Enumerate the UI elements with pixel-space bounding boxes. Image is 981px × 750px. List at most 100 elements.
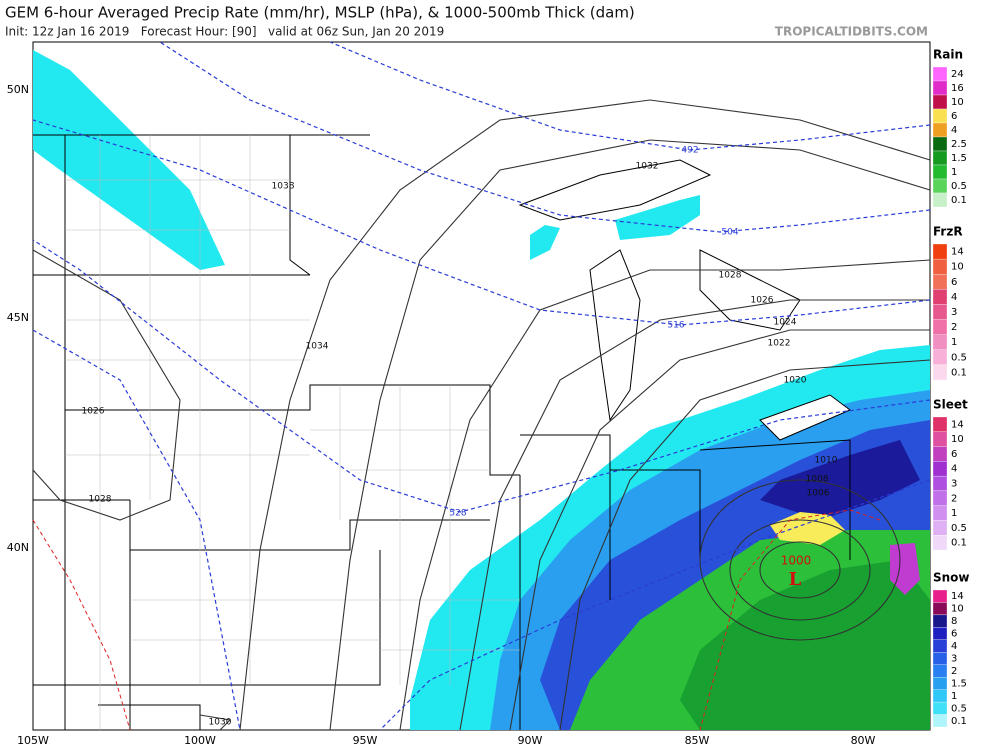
map-area [32,41,931,731]
isobar-label: 1022 [768,339,791,349]
legend-swatch [932,334,948,350]
thickness-label: 504 [721,228,738,238]
legend-swatch [932,490,948,506]
legend-swatch [932,446,948,462]
legend-swatch [932,614,948,628]
legend-label: 1 [951,337,957,348]
legend-swatch [932,627,948,640]
legend-swatch [932,274,948,290]
legend-swatch [932,289,948,305]
legend-label: 4 [951,292,957,303]
legend-swatch [932,714,948,728]
legend-label: 0.5 [951,181,967,192]
isobar-label: 1034 [306,342,329,352]
legend-swatch [932,689,948,703]
legend-title: Rain [933,48,963,62]
isobar-label: 1008 [806,475,829,485]
legend-swatch [932,416,948,432]
legend-swatch [932,108,948,124]
isobar-label: 1030 [209,718,232,728]
legend-swatch [932,652,948,665]
legend-label: 0.5 [951,352,967,363]
legend-swatch [932,589,948,603]
legend-swatch [932,258,948,275]
legend-label: 2 [951,493,957,504]
legend-label: 8 [951,616,957,627]
legend-swatch [932,364,948,381]
isobar-label: 1026 [751,296,774,306]
legend-swatch [932,520,948,536]
legend-label: 0.1 [951,716,967,727]
legend-label: 6 [951,629,957,640]
legend-swatch [932,304,948,320]
legend-title: FrzR [933,225,963,239]
legend-swatch [932,639,948,653]
isobar-label: 1026 [82,407,105,417]
legend-swatch [932,178,948,194]
legend-label: 6 [951,111,957,122]
legend-label: 1.5 [951,678,967,689]
legend-label: 0.1 [951,195,967,206]
legend-label: 14 [951,419,964,430]
legend-label: 0.5 [951,523,967,534]
legend-swatch [932,94,948,110]
legend-swatch [932,431,948,447]
lon-label: 105W [17,734,49,747]
legend-label: 1 [951,508,957,519]
legend-swatch [932,192,948,208]
legend-label: 1 [951,691,957,702]
legend-label: 14 [951,591,964,602]
legend-label: 10 [951,434,964,445]
legend-swatch [932,701,948,715]
legend-label: 2.5 [951,139,967,150]
isobar-label: 1028 [719,271,742,281]
legend-label: 1 [951,167,957,178]
legend-swatch [932,150,948,166]
legend-label: 10 [951,262,964,273]
legend-swatch [932,602,948,616]
lat-label: 45N [7,311,29,324]
legend-label: 16 [951,83,964,94]
legend-swatch [932,122,948,138]
legend-label: 14 [951,247,964,258]
legend-label: 10 [951,97,964,108]
lon-label: 100W [184,734,216,747]
legend-swatch [932,349,948,366]
lon-label: 85W [685,734,710,747]
legend-swatch [932,164,948,180]
low-pressure: 1000 [781,554,812,568]
legend-swatch [932,66,948,82]
isobar-label: 1032 [636,162,659,172]
legend-swatch [932,319,948,335]
thickness-label: 528 [449,509,466,519]
legend-swatch [932,136,948,152]
legend-swatch [932,677,948,690]
legend-label: 0.5 [951,703,967,714]
isobar-label: 1020 [784,376,807,386]
lat-label: 40N [7,541,29,554]
legend-label: 2 [951,322,957,333]
legend-swatch [932,505,948,521]
isobar-label: 1024 [774,318,797,328]
thickness-label: 516 [667,321,684,331]
legend-title: Sleet [933,398,968,412]
legend-label: 3 [951,654,957,665]
legend-label: 3 [951,307,957,318]
legend-swatch [932,461,948,477]
legend-swatch [932,243,948,260]
legend-label: 10 [951,604,964,615]
lon-label: 95W [353,734,378,747]
legend-label: 4 [951,125,957,136]
thickness-label: 492 [681,146,698,156]
lon-label: 90W [518,734,543,747]
legend-label: 6 [951,449,957,460]
legend-label: 0.1 [951,538,967,549]
title: GEM 6-hour Averaged Precip Rate (mm/hr),… [5,4,635,22]
legend-label: 0.1 [951,367,967,378]
isobar-label: 1010 [815,456,838,466]
low-symbol: L [789,569,802,590]
legend-label: 1.5 [951,153,967,164]
lat-label: 50N [7,83,29,96]
legend-label: 4 [951,464,957,475]
